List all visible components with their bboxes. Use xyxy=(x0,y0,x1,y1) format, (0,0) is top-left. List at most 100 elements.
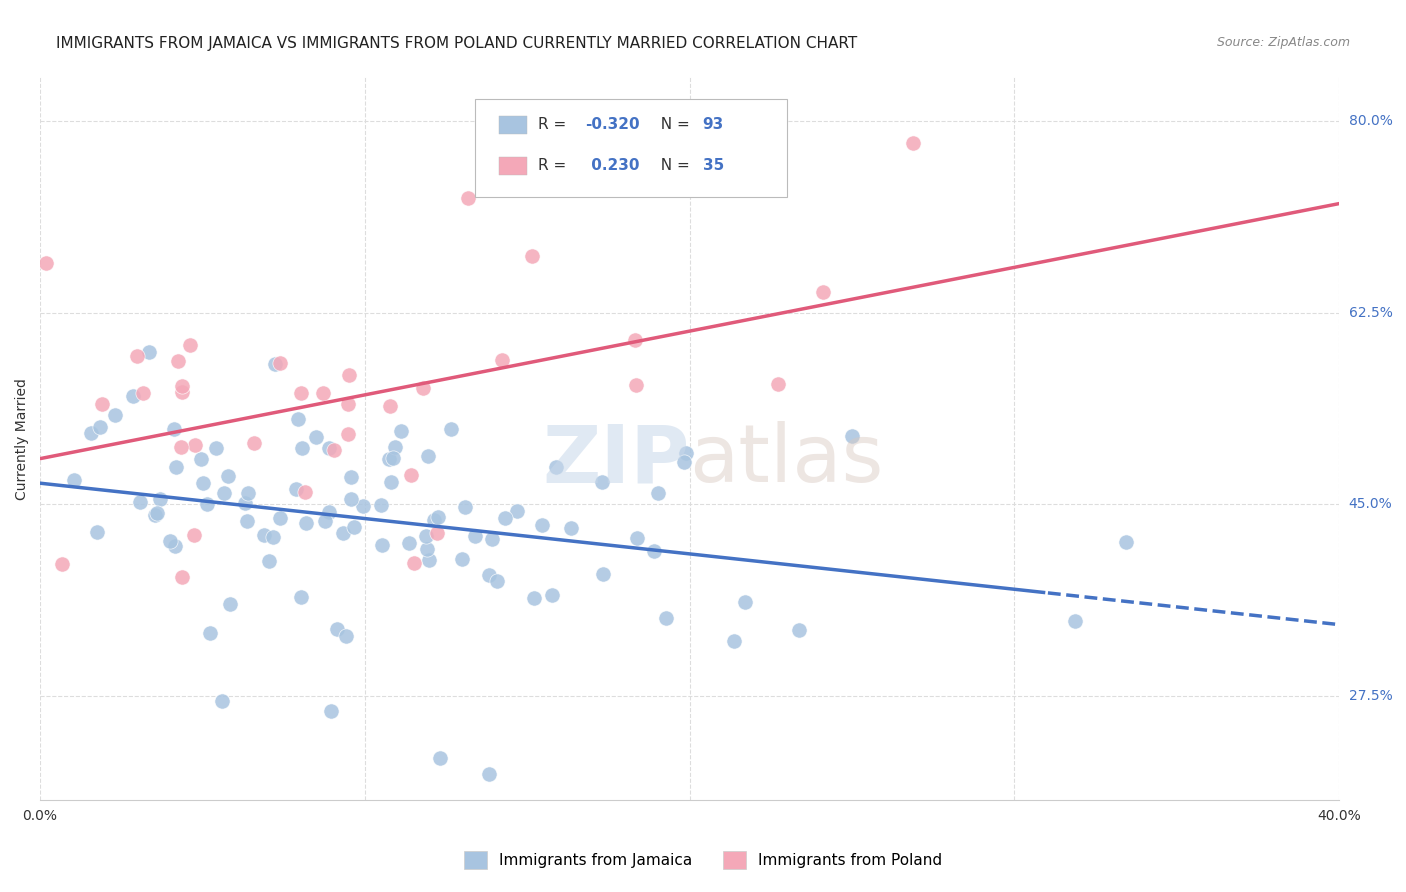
Point xyxy=(841,429,863,443)
Point xyxy=(787,624,810,638)
Point xyxy=(184,438,207,452)
Point xyxy=(337,426,360,441)
Point xyxy=(172,384,194,399)
FancyBboxPatch shape xyxy=(499,116,527,134)
Point xyxy=(903,136,925,150)
Point xyxy=(624,377,647,392)
Text: atlas: atlas xyxy=(689,421,884,500)
Point xyxy=(326,622,349,636)
Point xyxy=(332,526,354,541)
Point xyxy=(305,430,328,444)
Point xyxy=(159,533,181,548)
Point xyxy=(170,378,193,392)
Point xyxy=(522,591,544,606)
Point xyxy=(198,626,221,640)
Point xyxy=(643,544,665,558)
Point xyxy=(143,508,166,522)
Point xyxy=(370,498,392,512)
Point xyxy=(321,704,343,718)
Point xyxy=(440,422,463,436)
Point xyxy=(335,629,357,643)
Point xyxy=(647,485,669,500)
Point xyxy=(312,386,335,401)
Point xyxy=(318,442,340,456)
Point xyxy=(122,388,145,402)
Point xyxy=(191,475,214,490)
Point xyxy=(378,452,401,467)
Point xyxy=(34,256,56,270)
Point xyxy=(253,528,276,542)
Text: N =: N = xyxy=(651,158,695,173)
Point xyxy=(290,590,312,604)
Point xyxy=(129,495,152,509)
Point xyxy=(384,440,406,454)
Point xyxy=(269,356,291,370)
Point xyxy=(195,497,218,511)
Point xyxy=(415,542,437,557)
Point xyxy=(481,533,503,547)
Point xyxy=(165,459,187,474)
Text: 80.0%: 80.0% xyxy=(1348,114,1392,128)
Point xyxy=(340,492,363,507)
Point xyxy=(464,529,486,543)
Point xyxy=(294,484,316,499)
Point xyxy=(506,503,529,517)
Point xyxy=(734,595,756,609)
Point xyxy=(104,409,127,423)
Point xyxy=(342,519,364,533)
Point xyxy=(655,611,678,625)
FancyBboxPatch shape xyxy=(499,157,527,175)
Point xyxy=(723,634,745,648)
Point xyxy=(285,482,308,496)
Point xyxy=(560,521,582,535)
Point xyxy=(80,426,103,441)
Point xyxy=(592,567,614,582)
Point xyxy=(86,525,108,540)
Point xyxy=(138,344,160,359)
Point xyxy=(371,538,394,552)
Point xyxy=(1064,614,1087,628)
Text: 27.5%: 27.5% xyxy=(1348,689,1392,703)
Point xyxy=(485,574,508,588)
Point xyxy=(491,353,513,368)
Text: R =: R = xyxy=(537,158,571,173)
Point xyxy=(291,441,314,455)
Point xyxy=(125,349,148,363)
Point xyxy=(522,248,544,262)
Point xyxy=(623,333,645,347)
Point xyxy=(217,468,239,483)
Text: 0.230: 0.230 xyxy=(586,158,640,173)
Point xyxy=(429,751,451,765)
Point xyxy=(416,449,439,463)
Text: 62.5%: 62.5% xyxy=(1348,306,1392,319)
Point xyxy=(426,525,449,540)
Point xyxy=(389,425,412,439)
Text: R =: R = xyxy=(537,117,571,132)
Point xyxy=(269,511,291,525)
Point xyxy=(315,514,337,528)
Point xyxy=(766,377,789,392)
Point xyxy=(382,451,405,466)
Point xyxy=(166,354,188,368)
Point xyxy=(626,531,648,545)
Point xyxy=(478,567,501,582)
Point xyxy=(179,338,201,352)
Point xyxy=(163,422,186,436)
Point xyxy=(295,516,318,530)
Point xyxy=(190,452,212,467)
Text: 35: 35 xyxy=(703,158,724,173)
Text: 93: 93 xyxy=(703,117,724,132)
Point xyxy=(264,357,287,371)
Point xyxy=(235,514,257,528)
Point xyxy=(169,440,191,454)
Point xyxy=(478,767,501,781)
Point xyxy=(259,554,281,568)
Point xyxy=(418,553,440,567)
Point xyxy=(1115,535,1137,549)
Point xyxy=(51,557,73,571)
Point xyxy=(337,368,360,382)
Point xyxy=(243,436,266,450)
Point xyxy=(340,470,363,484)
Point xyxy=(89,420,111,434)
Point xyxy=(454,500,477,515)
